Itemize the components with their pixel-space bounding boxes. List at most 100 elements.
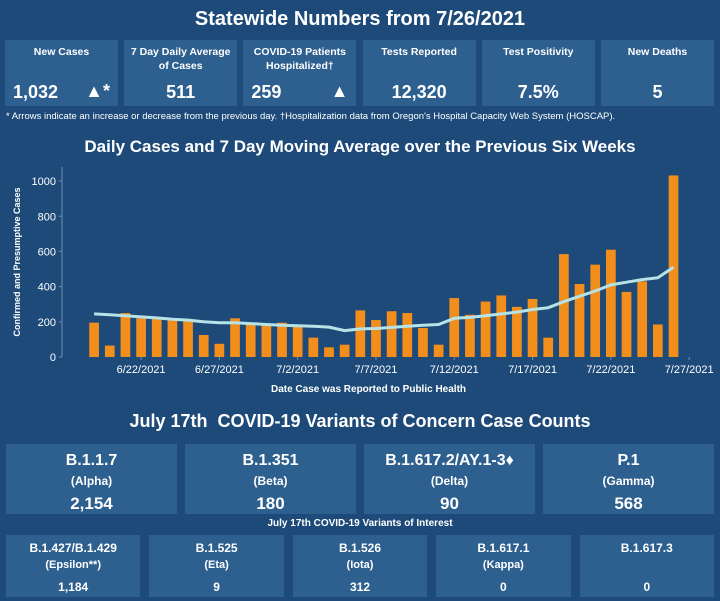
- y-tick-label: 800: [38, 211, 56, 223]
- variant-count: 0: [500, 580, 507, 594]
- kpi-card: Tests Reported 12,320: [362, 40, 476, 106]
- variant-card: B.1.617.3 0: [579, 535, 714, 597]
- bar: [418, 327, 428, 357]
- kpi-indicator: ▲: [330, 81, 349, 101]
- bar: [245, 323, 256, 357]
- bar: [543, 337, 554, 357]
- kpi-label: 7 Day Daily Average of Cases: [130, 46, 231, 72]
- variant-card: B.1.427/B.1.429 (Epsilon**) 1,184: [6, 535, 141, 597]
- bar: [89, 322, 99, 357]
- kpi-label: New Cases: [33, 46, 90, 58]
- kpi-value: 5: [652, 82, 663, 102]
- bar: [167, 318, 178, 357]
- voi-title: July 17th COVID-19 Variants of Interest: [267, 518, 453, 529]
- bar: [371, 320, 381, 357]
- bar: [120, 313, 131, 357]
- x-tick-label: 7/22/2021: [586, 364, 635, 376]
- kpi-card: Test Positivity 7.5%: [481, 40, 595, 106]
- kpi-card: New Cases 1,032 ▲*: [5, 40, 118, 106]
- bar: [230, 318, 240, 357]
- kpi-card: COVID-19 Patients Hospitalized† 259 ▲: [243, 40, 357, 106]
- bar: [465, 314, 475, 357]
- y-tick-label: 1000: [32, 176, 56, 188]
- bar: [590, 264, 601, 357]
- variant-name: B.1.617.1: [477, 541, 530, 555]
- x-axis-label: Date Case was Reported to Public Health: [271, 384, 466, 395]
- variant-count: 9: [213, 580, 220, 594]
- kpi-label: Tests Reported: [381, 46, 457, 58]
- variant-count: 568: [614, 494, 643, 513]
- x-tick-label: 7/7/2021: [355, 364, 398, 376]
- variant-count: 2,154: [70, 494, 113, 513]
- chart: 0 200 400 600 800 1000 6/22/2021 6/27/2021 7/2/2…: [12, 167, 714, 395]
- variant-name: B.1.427/B.1.429: [29, 541, 117, 555]
- bar: [136, 318, 146, 357]
- voc-title: July 17th COVID-19 Variants of Concern C…: [129, 411, 591, 431]
- kpi-value: 511: [166, 82, 196, 102]
- footnote: * Arrows indicate an increase or decreas…: [6, 111, 616, 122]
- bar: [277, 322, 287, 357]
- variant-card: B.1.1.7 (Alpha) 2,154: [6, 444, 177, 514]
- variant-label: (Iota): [346, 559, 374, 571]
- bar: [292, 326, 303, 357]
- bar: [637, 281, 648, 357]
- bar: [527, 298, 538, 357]
- variant-count: 0: [643, 580, 651, 594]
- kpi-value: 7.5%: [517, 82, 559, 102]
- bar: [621, 291, 632, 357]
- variant-count: 1,184: [58, 580, 89, 594]
- y-tick-label: 400: [38, 282, 56, 294]
- kpi-card: 7 Day Daily Average of Cases 511: [124, 40, 238, 106]
- bar: [386, 311, 397, 357]
- x-tick-label: 6/22/2021: [117, 364, 166, 376]
- bar: [433, 344, 444, 357]
- bar: [104, 345, 115, 357]
- bar: [668, 175, 679, 357]
- variant-name: B.1.617.3: [620, 541, 673, 555]
- bar: [198, 335, 209, 357]
- variant-count: 180: [256, 494, 285, 513]
- variant-card: B.1.617.2/AY.1-3♦ (Delta) 90: [364, 444, 535, 514]
- variant-card: P.1 (Gamma) 568: [543, 444, 714, 514]
- kpi-card: New Deaths 5: [601, 40, 714, 106]
- variant-name: B.1.617.2/AY.1-3♦: [385, 452, 514, 469]
- y-tick-label: 0: [50, 352, 56, 364]
- bar: [449, 298, 460, 357]
- variant-label: (Beta): [253, 474, 288, 488]
- bar: [214, 343, 225, 357]
- x-tick-label: 7/17/2021: [508, 364, 557, 376]
- chart-title: Daily Cases and 7 Day Moving Average ove…: [84, 137, 636, 156]
- bar: [652, 324, 663, 357]
- bar: [183, 319, 193, 357]
- kpi-value: 12,320: [391, 82, 447, 102]
- variant-name: B.1.526: [338, 541, 381, 555]
- variant-name: P.1: [617, 452, 640, 469]
- bar: [512, 306, 522, 357]
- variant-label: (Kappa): [482, 559, 524, 571]
- moving-average-line: [94, 266, 675, 333]
- variant-count: 90: [440, 494, 459, 513]
- variant-label: (Delta): [430, 474, 469, 488]
- variant-card: B.1.525 (Eta) 9: [149, 535, 284, 597]
- kpi-label: New Deaths: [627, 46, 688, 58]
- y-axis-label: Confirmed and Presumptive Cases: [12, 187, 22, 336]
- variant-card: B.1.526 (Iota) 312: [292, 535, 428, 597]
- bar: [559, 254, 569, 357]
- bar: [308, 337, 319, 357]
- y-tick-label: 600: [38, 246, 56, 258]
- bar: [574, 283, 585, 357]
- kpi-indicator: ▲*: [85, 81, 110, 101]
- x-tick-label: 7/2/2021: [276, 364, 319, 376]
- bar: [324, 347, 334, 357]
- bar: [339, 344, 350, 357]
- kpi-label: COVID-19 Patients Hospitalized†: [253, 46, 346, 72]
- bar: [480, 301, 491, 357]
- kpi-value: 259: [251, 82, 282, 102]
- bar: [606, 249, 616, 357]
- variant-label: (Eta): [204, 559, 229, 571]
- page-title: Statewide Numbers from 7/26/2021: [194, 8, 526, 30]
- x-tick-label: 7/12/2021: [430, 364, 479, 376]
- variant-name: B.1.525: [195, 541, 238, 555]
- bar: [496, 295, 507, 357]
